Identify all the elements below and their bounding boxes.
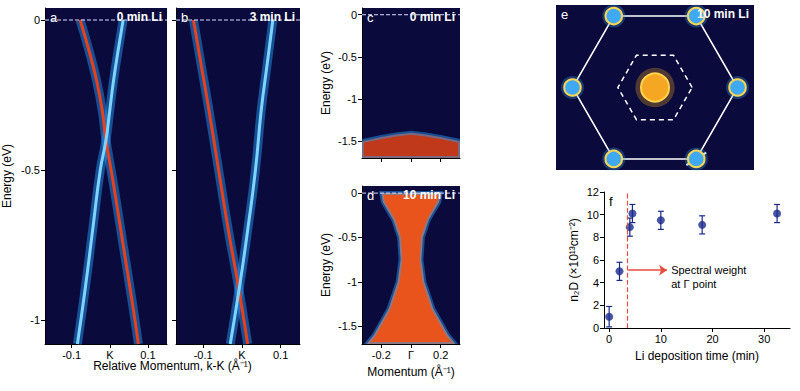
svg-text:f: f	[609, 194, 613, 209]
svg-text:-1.5: -1.5	[338, 320, 357, 332]
svg-text:0: 0	[34, 14, 40, 26]
svg-text:-0.5: -0.5	[338, 231, 357, 243]
svg-text:e: e	[561, 7, 568, 22]
svg-text:a: a	[50, 10, 58, 25]
svg-text:20: 20	[706, 333, 718, 345]
svg-text:4: 4	[593, 277, 599, 289]
svg-text:10 min Li: 10 min Li	[697, 7, 749, 21]
svg-text:0: 0	[351, 9, 357, 21]
svg-text:0: 0	[593, 322, 599, 334]
svg-text:b: b	[181, 10, 188, 25]
svg-text:Spectral weight: Spectral weight	[671, 264, 746, 276]
svg-text:Momentum (Å⁻¹): Momentum (Å⁻¹)	[367, 364, 454, 379]
svg-text:-0.5: -0.5	[21, 164, 40, 176]
svg-text:Li deposition time (min): Li deposition time (min)	[635, 349, 759, 363]
svg-text:0 min Li: 0 min Li	[117, 10, 162, 24]
svg-text:10: 10	[655, 333, 667, 345]
svg-text:Relative Momentum, k-K (Å⁻¹): Relative Momentum, k-K (Å⁻¹)	[93, 358, 252, 373]
svg-text:K: K	[238, 349, 246, 361]
svg-text:Energy (eV): Energy (eV)	[319, 233, 333, 297]
svg-text:-0.1: -0.1	[62, 349, 81, 361]
svg-text:10: 10	[587, 209, 599, 221]
svg-text:0: 0	[351, 187, 357, 199]
svg-text:Energy (eV): Energy (eV)	[319, 51, 333, 115]
svg-text:d: d	[367, 188, 374, 203]
svg-text:n₂D (×10¹³cm⁻²): n₂D (×10¹³cm⁻²)	[567, 218, 581, 302]
svg-text:0.1: 0.1	[140, 349, 155, 361]
svg-text:c: c	[367, 10, 374, 25]
svg-text:12: 12	[587, 186, 599, 198]
svg-text:0: 0	[606, 333, 612, 345]
svg-text:-1: -1	[347, 93, 357, 105]
svg-text:0.2: 0.2	[433, 349, 448, 361]
svg-text:at Γ point: at Γ point	[671, 278, 716, 290]
svg-text:0.1: 0.1	[273, 349, 288, 361]
svg-text:Γ: Γ	[408, 349, 414, 361]
svg-text:10 min Li: 10 min Li	[403, 188, 455, 202]
svg-text:-1.5: -1.5	[338, 135, 357, 147]
svg-text:-0.1: -0.1	[194, 349, 213, 361]
svg-text:6: 6	[593, 254, 599, 266]
svg-text:Energy (eV): Energy (eV)	[0, 144, 14, 208]
svg-text:2: 2	[593, 299, 599, 311]
svg-text:0 min Li: 0 min Li	[410, 10, 455, 24]
svg-text:K: K	[106, 349, 114, 361]
svg-text:30: 30	[758, 333, 770, 345]
svg-text:8: 8	[593, 231, 599, 243]
svg-text:-1: -1	[347, 276, 357, 288]
svg-text:-1: -1	[30, 314, 40, 326]
svg-text:-0.5: -0.5	[338, 51, 357, 63]
svg-text:3 min Li: 3 min Li	[250, 10, 295, 24]
svg-text:-0.2: -0.2	[372, 349, 391, 361]
